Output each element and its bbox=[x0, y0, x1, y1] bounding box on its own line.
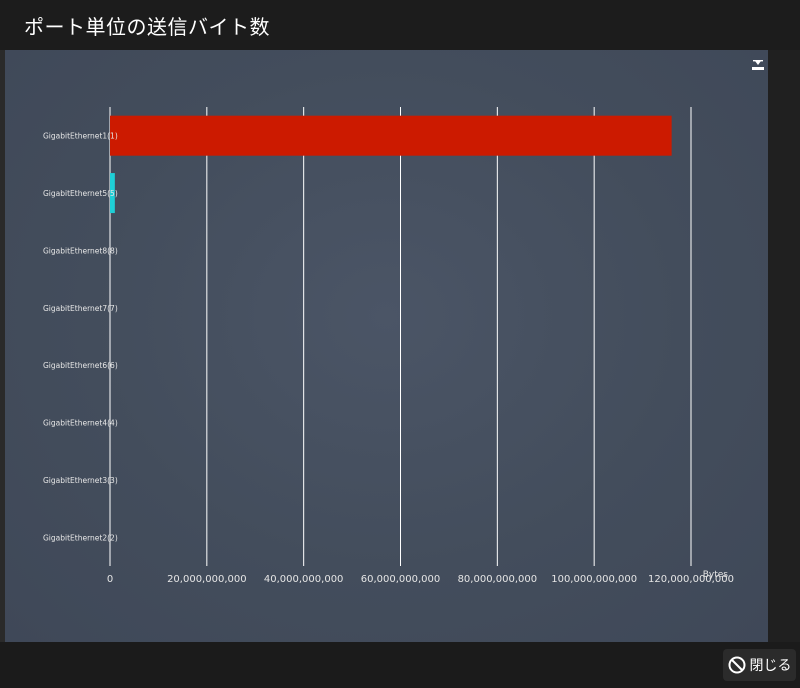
bar[interactable] bbox=[110, 115, 672, 156]
y-category-label: GigabitEthernet8(8) bbox=[43, 246, 118, 255]
chart-panel: GigabitEthernet1(1) GigabitEthernet5(5) Gi… bbox=[5, 50, 768, 642]
dialog-footer bbox=[0, 642, 800, 688]
x-axis-title: Bytes bbox=[703, 570, 729, 580]
bar[interactable] bbox=[110, 173, 115, 214]
x-tick-label: 100,000,000,000 bbox=[551, 574, 637, 585]
y-category-label: GigabitEthernet1(1) bbox=[43, 132, 118, 141]
x-tick-label: 80,000,000,000 bbox=[458, 574, 538, 585]
y-category-label: GigabitEthernet6(6) bbox=[43, 361, 118, 370]
x-tick-label: 20,000,000,000 bbox=[167, 574, 247, 585]
y-category-label: GigabitEthernet5(5) bbox=[43, 189, 118, 198]
close-button-label: 閉じる bbox=[749, 658, 792, 674]
bar-chart: GigabitEthernet1(1) GigabitEthernet5(5) Gi… bbox=[43, 107, 734, 585]
download-icon[interactable] bbox=[752, 56, 764, 70]
prohibit-icon bbox=[728, 656, 745, 674]
y-category-label: GigabitEthernet7(7) bbox=[43, 304, 118, 313]
dialog-header: ポート単位の送信バイト数 bbox=[0, 0, 800, 50]
y-category-label: GigabitEthernet4(4) bbox=[43, 419, 118, 428]
x-tick-label: 0 bbox=[107, 574, 113, 585]
right-edge bbox=[768, 50, 800, 642]
y-category-label: GigabitEthernet2(2) bbox=[43, 533, 118, 542]
y-category-label: GigabitEthernet3(3) bbox=[43, 476, 118, 485]
close-button[interactable]: 閉じる bbox=[723, 649, 796, 681]
left-edge bbox=[0, 50, 5, 642]
x-tick-label: 40,000,000,000 bbox=[264, 574, 344, 585]
x-tick-label: 60,000,000,000 bbox=[361, 574, 441, 585]
x-tick-label: 120,000,000,000 bbox=[648, 574, 734, 585]
dialog-title: ポート単位の送信バイト数 bbox=[24, 15, 270, 39]
